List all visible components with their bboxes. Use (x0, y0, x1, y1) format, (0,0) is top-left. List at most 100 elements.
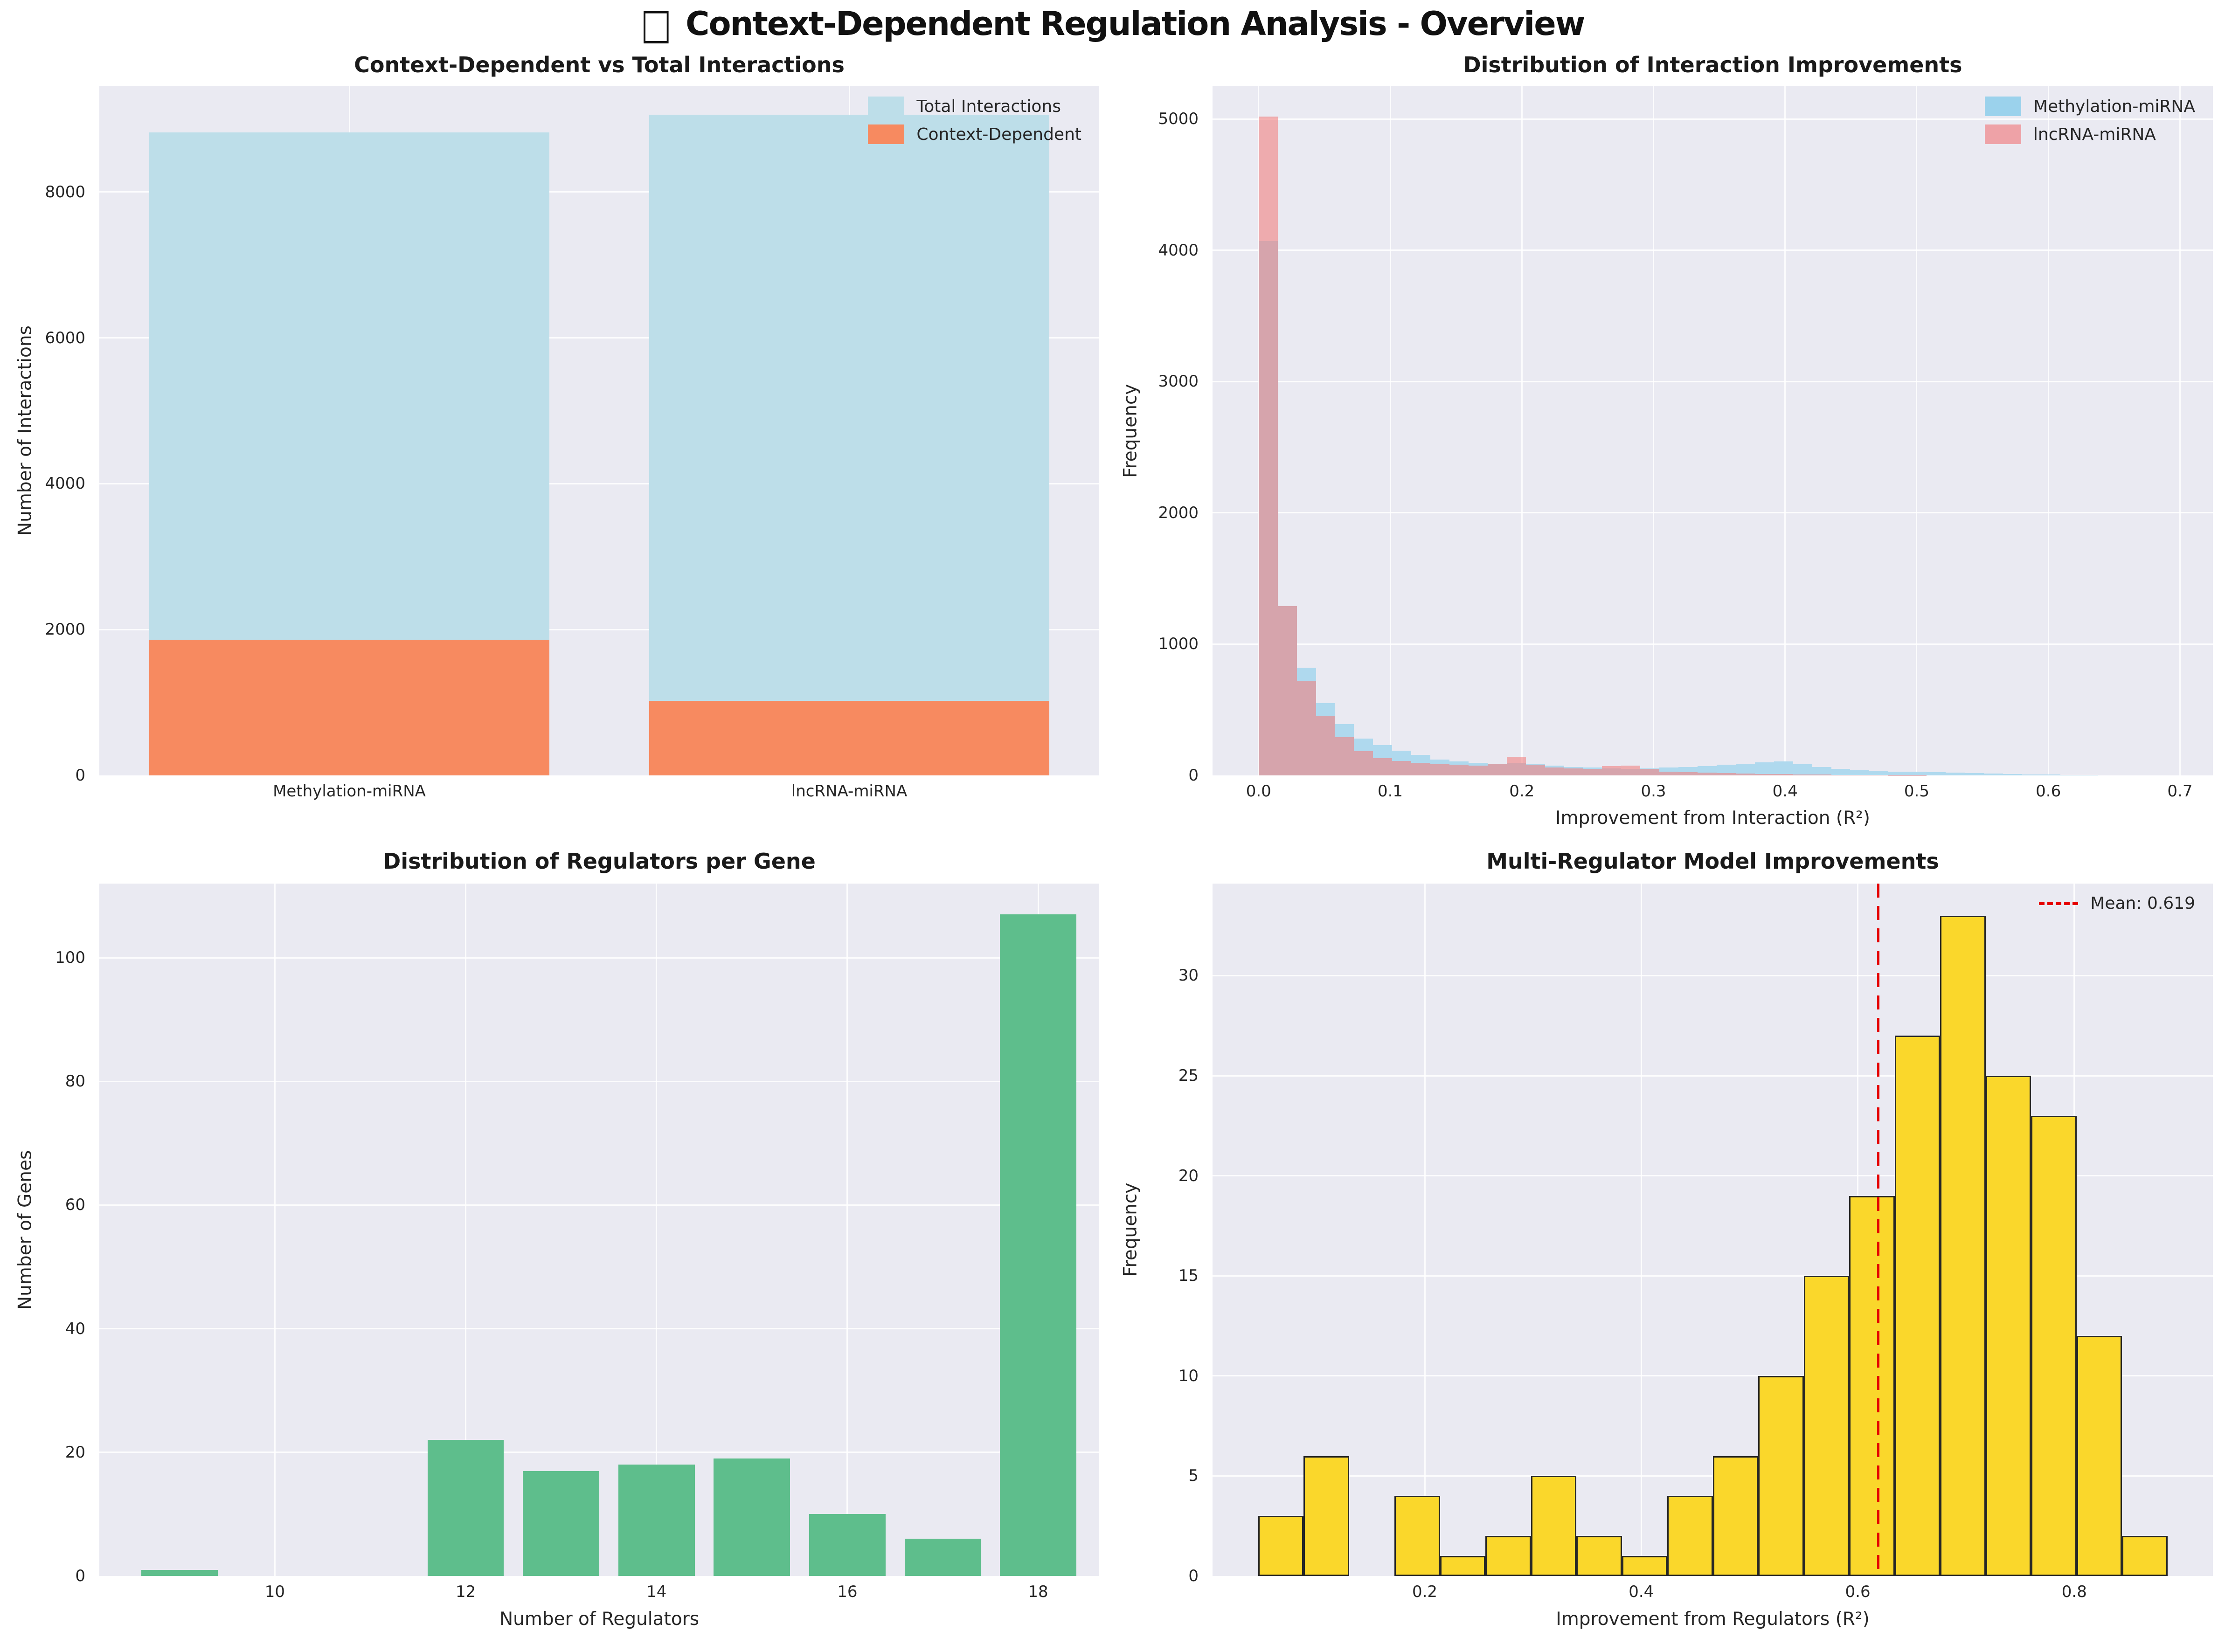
hist-bar (1946, 772, 1965, 775)
hist-bar (1964, 773, 1984, 775)
gridline (1652, 86, 1654, 775)
gridline (1521, 86, 1523, 775)
hist-bar (2076, 1335, 2122, 1576)
hist-bar (1698, 773, 1717, 775)
legend-label: Total Interactions (916, 97, 1061, 116)
hist-bar (1583, 768, 1602, 775)
legend-mean: Mean: 0.619 (2039, 894, 2195, 913)
y-tick-label: 2000 (1158, 503, 1199, 522)
mean-line (1877, 884, 1880, 1576)
chart-title-improvements: Distribution of Interaction Improvements (1463, 52, 1962, 77)
hist-bar (1712, 1456, 1758, 1576)
hist-bar (1506, 756, 1526, 775)
gridline (1213, 249, 2213, 251)
gridline (1213, 1075, 2213, 1077)
hist-bar (1576, 1536, 1622, 1576)
hist-bar (1296, 681, 1316, 775)
y-tick-label: 5 (1188, 1466, 1199, 1486)
hist-bar (1678, 772, 1698, 775)
hist-bar (1392, 761, 1412, 775)
y-tick-label: 4000 (1158, 241, 1199, 260)
hist-bar (1716, 765, 1736, 775)
gridline (1213, 1275, 2213, 1277)
x-axis-label-multi-regulator: Improvement from Regulators (R²) (1556, 1609, 1870, 1630)
gridline (846, 884, 848, 1576)
bar (1000, 914, 1076, 1576)
hist-bar (1449, 765, 1469, 775)
x-tick-label: 0.6 (2036, 782, 2061, 801)
x-tick-label: 0.1 (1377, 782, 1403, 801)
hist-bar (1640, 768, 1660, 775)
gridline (99, 483, 1099, 484)
x-tick-label: 0.4 (1629, 1583, 1654, 1601)
y-tick-label: 0 (1188, 1567, 1199, 1585)
hist-bar (1667, 1496, 1713, 1576)
bar (618, 1465, 695, 1576)
bar (141, 1569, 218, 1576)
missing-emoji-glyph: □ (640, 0, 672, 49)
y-tick-label: 0 (1188, 766, 1199, 785)
legend-item: Total Interactions (868, 97, 1061, 116)
gridline (99, 957, 1099, 959)
y-tick-label: 4000 (45, 474, 85, 493)
hist-bar (1622, 1556, 1667, 1576)
x-tick-label: 0.3 (1641, 782, 1666, 801)
bar (904, 1539, 981, 1576)
hist-bar (1793, 774, 1812, 775)
bar (427, 1440, 504, 1576)
x-axis-label-regulators: Number of Regulators (499, 1609, 700, 1630)
hist-bar (1394, 1496, 1440, 1576)
y-tick-label: 20 (65, 1443, 85, 1462)
x-tick-label: 0.2 (1412, 1583, 1438, 1601)
gridline (2047, 86, 2049, 775)
y-tick-label: 40 (65, 1319, 85, 1338)
x-tick-label: 0.7 (2167, 782, 2193, 801)
legend-item: Methylation-miRNA (1984, 97, 2195, 116)
hist-bar (1758, 1376, 1804, 1576)
gridline (1213, 118, 2213, 120)
gridline (99, 1204, 1099, 1206)
gridline (99, 337, 1099, 339)
hist-bar (1774, 774, 1793, 775)
hist-bar (1754, 774, 1774, 775)
legend-swatch-context (868, 124, 905, 144)
gridline (99, 191, 1099, 193)
bar (714, 1458, 790, 1576)
legend-interactions: Total Interactions Context-Dependent (868, 97, 1081, 144)
hist-bar (1525, 765, 1545, 775)
gridline (465, 884, 467, 1576)
x-tick-label: 0.8 (2061, 1583, 2087, 1601)
hist-bar (1927, 772, 1946, 775)
y-axis-label-regulators: Number of Genes (14, 1150, 36, 1310)
gridline (2179, 86, 2181, 775)
hist-bar (2122, 1536, 2168, 1576)
hist-bar (1430, 764, 1450, 775)
legend-label: Context-Dependent (916, 124, 1081, 144)
gridline (99, 1328, 1099, 1330)
legend-label: Mean: 0.619 (2090, 894, 2195, 913)
y-tick-label: 10 (1178, 1366, 1199, 1385)
hist-bar (1258, 116, 1278, 775)
hist-bar (2031, 1115, 2077, 1576)
hist-bar (1983, 774, 2003, 775)
hist-bar (1411, 763, 1431, 775)
hist-bar (1602, 766, 1622, 775)
hist-bar (1754, 762, 1774, 775)
hist-bar (2022, 774, 2041, 775)
hist-bar (1803, 1276, 1849, 1576)
x-tick-label: Methylation-miRNA (273, 782, 426, 801)
legend-item: Context-Dependent (868, 124, 1081, 144)
y-tick-label: 0 (75, 766, 85, 785)
x-axis-label-improvements: Improvement from Interaction (R²) (1555, 808, 1871, 829)
hist-bar (1354, 751, 1373, 775)
bar (523, 1471, 599, 1576)
hist-bar (1659, 771, 1679, 775)
bar-context-dependent (649, 701, 1049, 775)
legend-swatch-lncrna (1984, 124, 2021, 144)
hist-bar (2041, 774, 2060, 775)
legend-label: lncRNA-miRNA (2033, 124, 2156, 144)
chart-title-interactions: Context-Dependent vs Total Interactions (354, 52, 845, 77)
hist-bar (1531, 1476, 1576, 1576)
gridline (1213, 975, 2213, 976)
gridline (1784, 86, 1786, 775)
